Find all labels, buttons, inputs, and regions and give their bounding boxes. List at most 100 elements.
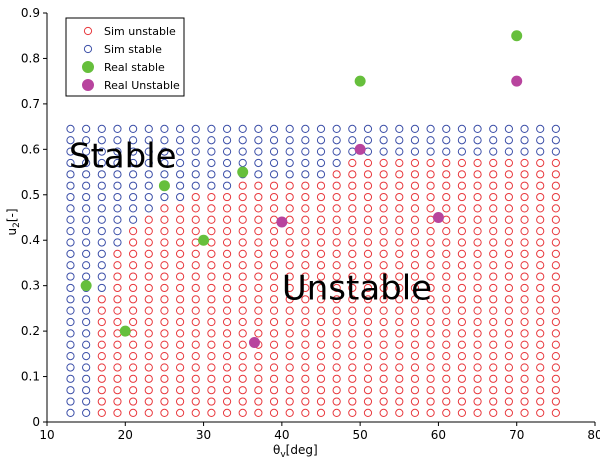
- x-tick-label: 60: [431, 428, 446, 442]
- sim-unstable-point: [129, 408, 138, 418]
- sim-unstable-point: [316, 329, 326, 338]
- sim-unstable-point: [269, 363, 279, 372]
- sim-unstable-point: [457, 249, 467, 258]
- sim-stable-point: [66, 204, 75, 213]
- sim-unstable-point: [238, 374, 247, 383]
- sim-stable-point: [66, 295, 75, 304]
- sim-stable-point: [222, 158, 232, 168]
- sim-unstable-point: [238, 317, 247, 327]
- legend-label: Real stable: [104, 61, 165, 74]
- sim-unstable-point: [551, 192, 560, 202]
- sim-stable-point: [175, 124, 185, 133]
- sim-unstable-point: [191, 272, 200, 281]
- sim-unstable-point: [222, 317, 232, 327]
- sim-stable-point: [82, 295, 91, 304]
- sim-unstable-point: [410, 374, 420, 383]
- sim-unstable-point: [175, 204, 185, 213]
- sim-unstable-point: [332, 352, 341, 361]
- sim-stable-point: [457, 136, 467, 145]
- sim-stable-point: [410, 147, 420, 156]
- sim-unstable-point: [160, 306, 169, 315]
- sim-unstable-point: [285, 204, 294, 213]
- sim-unstable-point: [426, 272, 435, 281]
- sim-unstable-point: [489, 295, 498, 304]
- sim-stable-point: [222, 147, 232, 156]
- sim-stable-point: [144, 147, 153, 156]
- sim-unstable-point: [536, 386, 545, 395]
- sim-unstable-point: [144, 340, 153, 349]
- sim-unstable-point: [238, 204, 247, 213]
- sim-unstable-point: [269, 408, 279, 418]
- sim-stable-point: [82, 408, 91, 418]
- sim-unstable-point: [473, 352, 482, 361]
- sim-unstable-point: [442, 249, 451, 258]
- sim-unstable-point: [332, 249, 341, 258]
- sim-unstable-point: [285, 249, 294, 258]
- sim-unstable-point: [129, 295, 138, 304]
- sim-stable-point: [129, 147, 138, 156]
- sim-unstable-point: [332, 408, 341, 418]
- sim-stable-point: [97, 136, 106, 145]
- sim-unstable-point: [207, 261, 216, 270]
- sim-stable-point: [113, 204, 122, 213]
- sim-unstable-point: [536, 306, 545, 315]
- sim-unstable-point: [269, 272, 279, 281]
- sim-unstable-point: [457, 363, 467, 372]
- sim-unstable-point: [160, 374, 169, 383]
- y-tick-label: 0.5: [21, 188, 40, 202]
- sim-stable-point: [426, 124, 435, 133]
- sim-unstable-point: [254, 408, 263, 418]
- sim-unstable-point: [144, 295, 153, 304]
- sim-unstable-point: [551, 238, 560, 247]
- sim-stable-point: [207, 158, 216, 168]
- sim-unstable-point: [191, 408, 200, 418]
- sim-stable-point: [489, 124, 498, 133]
- sim-unstable-point: [504, 363, 513, 372]
- sim-unstable-point: [175, 215, 185, 224]
- sim-stable-point: [66, 352, 75, 361]
- sim-stable-point: [379, 124, 388, 133]
- sim-unstable-point: [113, 386, 122, 395]
- sim-stable-point: [379, 147, 388, 156]
- real-unstable-point: [276, 216, 288, 228]
- sim-stable-point: [129, 215, 138, 224]
- sim-unstable-point: [348, 261, 357, 270]
- sim-unstable-point: [175, 363, 185, 372]
- sim-stable-point: [97, 272, 106, 281]
- sim-unstable-point: [332, 374, 341, 383]
- sim-unstable-point: [285, 408, 294, 418]
- sim-unstable-point: [442, 363, 451, 372]
- sim-unstable-point: [395, 363, 404, 372]
- sim-stable-point: [113, 227, 122, 236]
- sim-unstable-point: [395, 181, 404, 190]
- sim-unstable-point: [332, 306, 341, 315]
- sim-unstable-point: [457, 306, 467, 315]
- sim-unstable-point: [504, 317, 513, 327]
- sim-unstable-point: [269, 192, 279, 202]
- sim-stable-point: [129, 124, 138, 133]
- sim-unstable-point: [191, 306, 200, 315]
- sim-stable-point: [97, 261, 106, 270]
- sim-unstable-point: [426, 227, 435, 236]
- sim-unstable-point: [207, 215, 216, 224]
- sim-unstable-point: [348, 397, 357, 406]
- sim-stable-point: [144, 170, 153, 179]
- sim-unstable-point: [504, 272, 513, 281]
- sim-stable-point: [175, 158, 185, 168]
- sim-unstable-point: [551, 340, 560, 349]
- sim-unstable-point: [504, 170, 513, 179]
- sim-stable-point: [144, 181, 153, 190]
- sim-unstable-point: [379, 363, 388, 372]
- sim-stable-point: [332, 147, 341, 156]
- sim-stable-point: [285, 147, 294, 156]
- sim-unstable-point: [301, 215, 310, 224]
- sim-unstable-point: [410, 340, 420, 349]
- sim-stable-point: [66, 374, 75, 383]
- sim-unstable-point: [473, 363, 482, 372]
- sim-unstable-point: [254, 261, 263, 270]
- sim-unstable-point: [222, 249, 232, 258]
- sim-unstable-point: [457, 181, 467, 190]
- sim-stable-point: [551, 136, 560, 145]
- sim-unstable-point: [191, 317, 200, 327]
- sim-stable-point: [66, 261, 75, 270]
